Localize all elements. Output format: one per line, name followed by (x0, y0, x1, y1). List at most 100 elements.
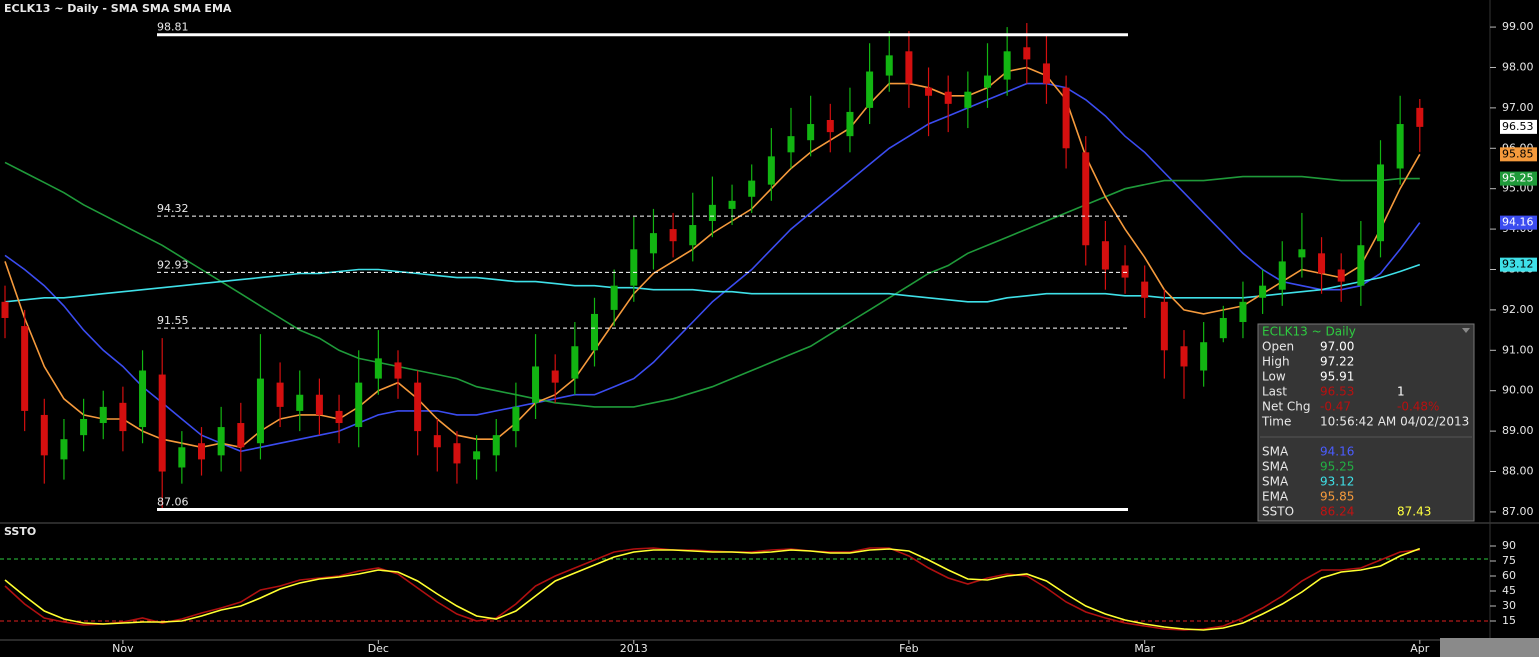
collapse-icon[interactable] (1462, 328, 1470, 333)
last-value-label: 95.25 (1502, 172, 1534, 185)
candle-body (512, 406, 520, 432)
info-label: Open (1262, 340, 1294, 354)
info-value: 97.00 (1320, 340, 1354, 354)
last-value-label: 95.85 (1502, 147, 1534, 160)
y-tick-label: 99.00 (1502, 20, 1534, 33)
candle-body (119, 402, 127, 432)
series-line (4, 263, 1421, 303)
candle-body (1357, 245, 1365, 286)
info-extra: -0.48% (1397, 400, 1439, 414)
candle-body (885, 55, 893, 76)
candle-body (1298, 249, 1306, 258)
study-label: SMA (1262, 445, 1289, 459)
series-line (4, 161, 1420, 408)
last-value-box (1500, 171, 1537, 186)
candle-body (925, 87, 933, 96)
chart-title: ECLK13 ~ Daily - SMA SMA SMA EMA (4, 2, 232, 15)
y-tick-label: 75 (1502, 554, 1516, 567)
candle-body (1003, 51, 1011, 80)
candle-body (728, 200, 736, 209)
candle-body (80, 418, 88, 436)
candle-body (669, 229, 677, 242)
candle-body (532, 366, 540, 403)
info-value: 95.91 (1320, 370, 1354, 384)
y-tick-label: 92.00 (1502, 303, 1534, 316)
y-tick-label: 90 (1502, 539, 1516, 552)
candle-body (689, 225, 697, 246)
y-tick-label: 15 (1502, 614, 1516, 627)
level-label: 92.93 (157, 258, 189, 271)
y-tick-label: 91.00 (1502, 343, 1534, 356)
y-tick-label: 89.00 (1502, 424, 1534, 437)
candle-body (1239, 301, 1247, 323)
oscillator-title: SSTO (4, 525, 36, 538)
info-value: 97.22 (1320, 355, 1354, 369)
info-box: ECLK13 ~ Daily Open 97.00 High 97.22 Low… (1257, 323, 1475, 522)
study-extra: 87.43 (1397, 505, 1431, 519)
candle-body (630, 249, 638, 286)
candle-body (610, 285, 618, 310)
candle-body (826, 120, 834, 133)
last-value-label: 96.53 (1502, 120, 1534, 133)
x-tick-label: Dec (368, 642, 389, 655)
candle-body (1062, 87, 1070, 149)
info-label: Low (1262, 370, 1286, 384)
study-label: EMA (1262, 490, 1289, 504)
y-tick-label: 90.00 (1502, 384, 1534, 397)
candle-body (767, 156, 775, 185)
info-label: Last (1262, 385, 1287, 399)
candle-body (807, 124, 815, 141)
info-extra: 1 (1397, 385, 1405, 399)
last-value-box (1500, 215, 1537, 230)
level-label: 94.32 (157, 202, 189, 215)
candle-body (1416, 107, 1424, 127)
candle-body (374, 358, 382, 379)
candle-body (60, 439, 68, 460)
x-tick-label: Feb (899, 642, 918, 655)
candle-body (335, 410, 343, 424)
candle-body (1180, 346, 1188, 367)
plot-area: 87.0088.0089.0090.0091.0092.0093.0094.00… (0, 20, 1537, 655)
study-value: 93.12 (1320, 475, 1354, 489)
candle-body (237, 423, 245, 448)
candle-body (40, 414, 48, 456)
candle-body (571, 346, 579, 379)
info-label: Time (1261, 415, 1291, 429)
last-value-box (1500, 119, 1537, 134)
candle-body (964, 91, 972, 108)
x-tick-label: 2013 (620, 642, 648, 655)
candle-body (984, 75, 991, 88)
info-value: -0.47 (1320, 400, 1351, 414)
candle-body (178, 447, 186, 468)
scroll-bar[interactable] (1440, 638, 1539, 657)
candle-body (1396, 124, 1404, 169)
study-value: 86.24 (1320, 505, 1354, 519)
study-value: 94.16 (1320, 445, 1354, 459)
candle-body (591, 313, 598, 351)
candle-body (944, 91, 952, 104)
candle-body (787, 136, 795, 153)
candle-body (905, 51, 913, 84)
last-value-label: 94.16 (1502, 216, 1534, 229)
candle-body (433, 435, 441, 448)
candle-body (99, 406, 107, 424)
candle-body (1377, 164, 1384, 242)
candle-body (1278, 261, 1286, 290)
x-tick-label: Apr (1410, 642, 1430, 655)
candle-body (296, 394, 304, 411)
candle-body (198, 443, 205, 460)
candle-body (649, 233, 657, 254)
candle-body (866, 71, 874, 108)
candle-body (1082, 152, 1090, 246)
last-value-box (1500, 147, 1537, 162)
y-tick-label: 87.00 (1502, 505, 1534, 518)
study-value: 95.85 (1320, 490, 1354, 504)
info-panel (1257, 323, 1475, 522)
candle-body (276, 382, 284, 407)
candle-body (1337, 269, 1345, 282)
candle-body (355, 382, 363, 428)
candle-body (492, 435, 500, 456)
candle-body (1160, 301, 1168, 351)
study-label: SMA (1262, 460, 1289, 474)
